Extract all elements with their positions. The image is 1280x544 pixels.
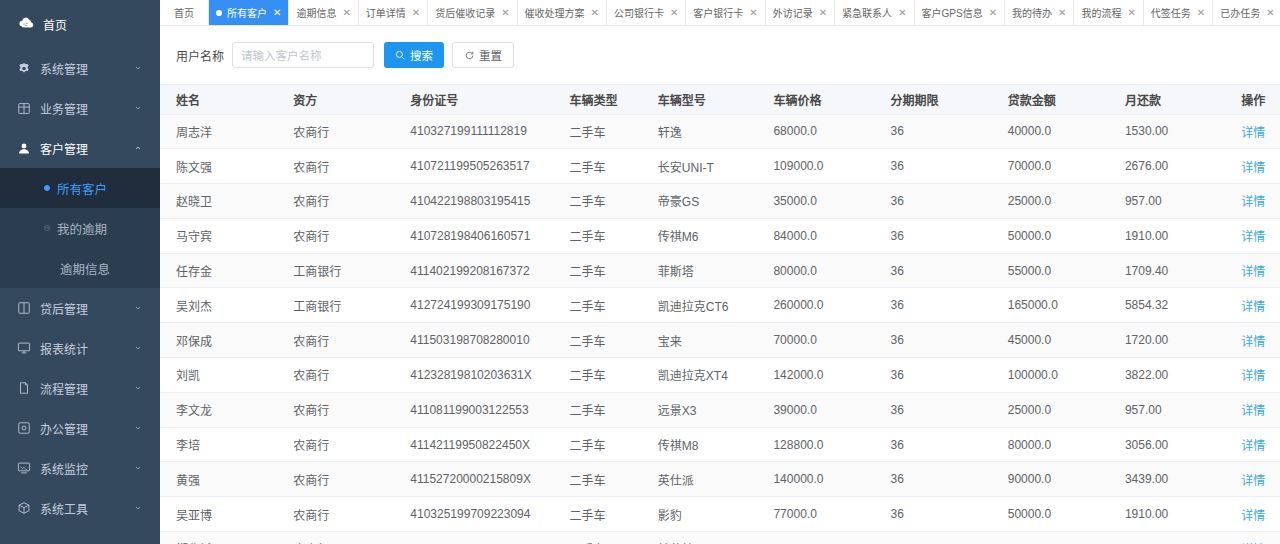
svg-text:©: ©: [46, 187, 48, 189]
